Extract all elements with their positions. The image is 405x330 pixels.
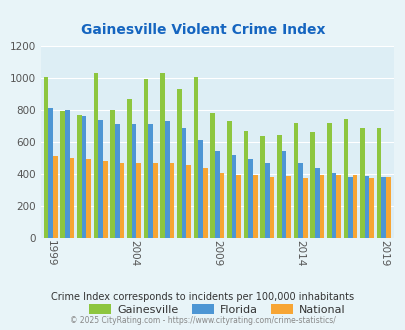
Bar: [343, 119, 347, 238]
Bar: [60, 111, 65, 238]
Bar: [77, 115, 81, 238]
Bar: [335, 175, 340, 238]
Bar: [252, 176, 257, 238]
Bar: [210, 113, 214, 238]
Bar: [93, 73, 98, 238]
Bar: [148, 124, 153, 238]
Bar: [319, 175, 323, 238]
Bar: [293, 123, 297, 238]
Bar: [269, 177, 273, 238]
Bar: [243, 131, 247, 238]
Bar: [286, 176, 290, 238]
Bar: [102, 161, 107, 238]
Bar: [164, 121, 169, 238]
Text: Crime Index corresponds to incidents per 100,000 inhabitants: Crime Index corresponds to incidents per…: [51, 292, 354, 302]
Bar: [309, 132, 314, 238]
Bar: [193, 77, 198, 238]
Bar: [98, 120, 102, 238]
Bar: [69, 158, 74, 238]
Bar: [326, 123, 331, 238]
Bar: [81, 116, 86, 238]
Bar: [43, 77, 48, 238]
Bar: [115, 124, 119, 238]
Text: © 2025 CityRating.com - https://www.cityrating.com/crime-statistics/: © 2025 CityRating.com - https://www.city…: [70, 315, 335, 325]
Bar: [302, 178, 307, 238]
Bar: [127, 99, 131, 238]
Bar: [247, 159, 252, 238]
Bar: [53, 156, 58, 238]
Bar: [297, 163, 302, 238]
Bar: [143, 79, 148, 238]
Bar: [331, 173, 335, 238]
Bar: [385, 177, 390, 238]
Bar: [181, 127, 186, 238]
Bar: [347, 177, 352, 238]
Bar: [110, 110, 115, 238]
Bar: [364, 176, 369, 238]
Bar: [376, 127, 381, 238]
Bar: [169, 163, 174, 238]
Bar: [276, 135, 281, 238]
Bar: [214, 151, 219, 238]
Bar: [260, 136, 264, 238]
Bar: [186, 165, 190, 238]
Bar: [153, 163, 157, 238]
Bar: [369, 178, 373, 238]
Bar: [352, 175, 357, 238]
Bar: [131, 124, 136, 238]
Bar: [119, 163, 124, 238]
Bar: [136, 163, 141, 238]
Bar: [48, 108, 53, 238]
Text: Gainesville Violent Crime Index: Gainesville Violent Crime Index: [81, 23, 324, 37]
Bar: [359, 127, 364, 238]
Bar: [198, 140, 202, 238]
Bar: [314, 168, 319, 238]
Bar: [381, 177, 385, 238]
Bar: [281, 151, 286, 238]
Bar: [202, 168, 207, 238]
Bar: [231, 155, 236, 238]
Bar: [160, 73, 164, 238]
Bar: [177, 89, 181, 238]
Bar: [236, 175, 240, 238]
Bar: [219, 173, 224, 238]
Bar: [226, 121, 231, 238]
Legend: Gainesville, Florida, National: Gainesville, Florida, National: [89, 304, 344, 315]
Bar: [86, 159, 91, 238]
Bar: [264, 163, 269, 238]
Bar: [65, 110, 69, 238]
